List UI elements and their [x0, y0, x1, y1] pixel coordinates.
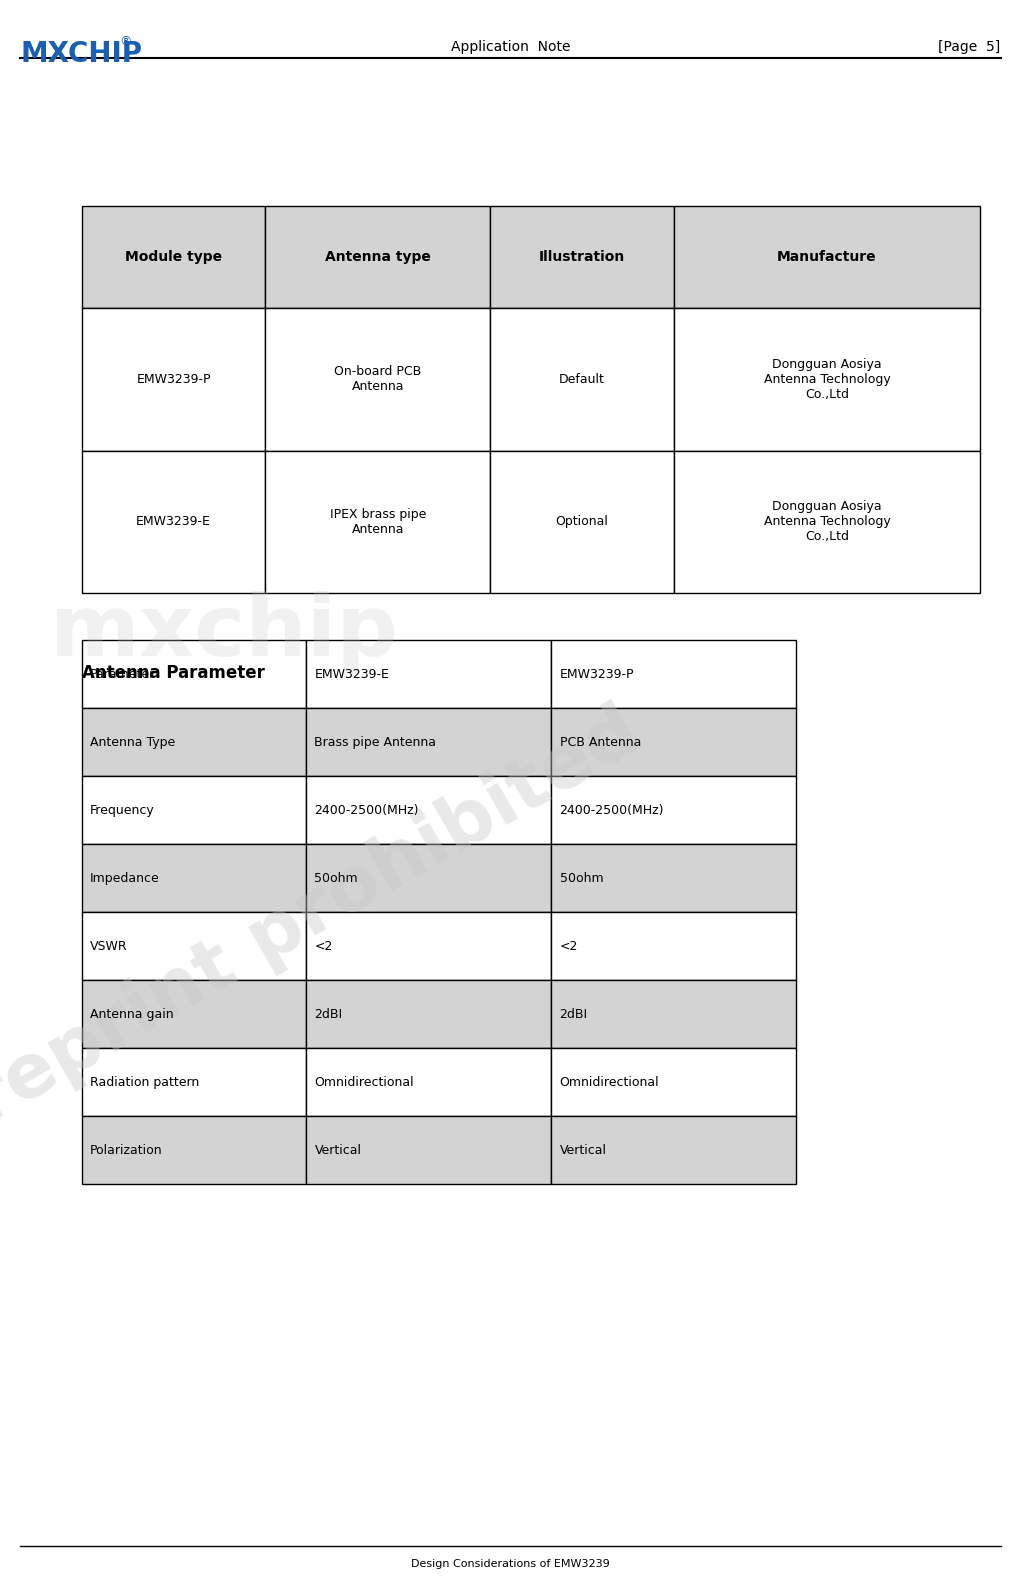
- FancyBboxPatch shape: [306, 912, 551, 980]
- FancyBboxPatch shape: [82, 308, 265, 451]
- Text: Vertical: Vertical: [560, 1143, 606, 1157]
- FancyBboxPatch shape: [306, 980, 551, 1048]
- FancyBboxPatch shape: [306, 708, 551, 776]
- Text: Antenna Parameter: Antenna Parameter: [82, 664, 264, 681]
- Text: Manufacture: Manufacture: [777, 250, 877, 264]
- Text: PCB Antenna: PCB Antenna: [560, 735, 641, 749]
- Text: Default: Default: [560, 373, 604, 386]
- FancyBboxPatch shape: [551, 1048, 796, 1116]
- FancyBboxPatch shape: [490, 451, 674, 593]
- Text: ®: ®: [119, 35, 132, 47]
- Text: IPEX brass pipe
Antenna: IPEX brass pipe Antenna: [330, 508, 426, 536]
- Text: Parameter: Parameter: [90, 667, 155, 681]
- Text: Vertical: Vertical: [314, 1143, 361, 1157]
- FancyBboxPatch shape: [306, 640, 551, 708]
- Text: Impedance: Impedance: [90, 871, 159, 885]
- FancyBboxPatch shape: [490, 206, 674, 308]
- Text: Module type: Module type: [125, 250, 223, 264]
- Text: 50ohm: 50ohm: [560, 871, 603, 885]
- Text: On-board PCB
Antenna: On-board PCB Antenna: [334, 365, 422, 394]
- Text: Antenna Type: Antenna Type: [90, 735, 175, 749]
- Text: Dongguan Aosiya
Antenna Technology
Co.,Ltd: Dongguan Aosiya Antenna Technology Co.,L…: [764, 500, 890, 544]
- Text: Antenna gain: Antenna gain: [90, 1007, 174, 1021]
- Text: EMW3239-P: EMW3239-P: [137, 373, 210, 386]
- FancyBboxPatch shape: [551, 1116, 796, 1184]
- Text: EMW3239-E: EMW3239-E: [136, 515, 211, 528]
- FancyBboxPatch shape: [82, 451, 265, 593]
- FancyBboxPatch shape: [551, 980, 796, 1048]
- FancyBboxPatch shape: [265, 451, 490, 593]
- Text: 2dBI: 2dBI: [560, 1007, 588, 1021]
- Text: EMW3239-P: EMW3239-P: [560, 667, 634, 681]
- FancyBboxPatch shape: [551, 776, 796, 844]
- FancyBboxPatch shape: [265, 308, 490, 451]
- FancyBboxPatch shape: [306, 844, 551, 912]
- Text: Design Considerations of EMW3239: Design Considerations of EMW3239: [411, 1559, 610, 1568]
- Text: 2dBI: 2dBI: [314, 1007, 343, 1021]
- FancyBboxPatch shape: [306, 776, 551, 844]
- FancyBboxPatch shape: [82, 206, 265, 308]
- Text: Radiation pattern: Radiation pattern: [90, 1075, 199, 1089]
- Text: Optional: Optional: [555, 515, 609, 528]
- FancyBboxPatch shape: [674, 451, 980, 593]
- FancyBboxPatch shape: [306, 1048, 551, 1116]
- Text: reprint prohibited: reprint prohibited: [0, 696, 653, 1138]
- FancyBboxPatch shape: [490, 308, 674, 451]
- Text: VSWR: VSWR: [90, 939, 128, 953]
- FancyBboxPatch shape: [82, 844, 306, 912]
- FancyBboxPatch shape: [674, 206, 980, 308]
- Text: 2400-2500(MHz): 2400-2500(MHz): [314, 803, 419, 817]
- Text: Omnidirectional: Omnidirectional: [314, 1075, 415, 1089]
- FancyBboxPatch shape: [265, 206, 490, 308]
- FancyBboxPatch shape: [674, 308, 980, 451]
- Text: Frequency: Frequency: [90, 803, 154, 817]
- FancyBboxPatch shape: [82, 980, 306, 1048]
- Text: Illustration: Illustration: [539, 250, 625, 264]
- FancyBboxPatch shape: [551, 640, 796, 708]
- Text: Application  Note: Application Note: [450, 40, 571, 54]
- FancyBboxPatch shape: [82, 1116, 306, 1184]
- Text: MXCHIP: MXCHIP: [20, 40, 142, 68]
- Text: Antenna type: Antenna type: [325, 250, 431, 264]
- Text: 2400-2500(MHz): 2400-2500(MHz): [560, 803, 664, 817]
- FancyBboxPatch shape: [82, 776, 306, 844]
- Text: <2: <2: [314, 939, 333, 953]
- FancyBboxPatch shape: [306, 1116, 551, 1184]
- FancyBboxPatch shape: [82, 912, 306, 980]
- Text: Omnidirectional: Omnidirectional: [560, 1075, 660, 1089]
- Text: mxchip: mxchip: [50, 591, 399, 674]
- Text: Polarization: Polarization: [90, 1143, 162, 1157]
- FancyBboxPatch shape: [551, 708, 796, 776]
- FancyBboxPatch shape: [551, 912, 796, 980]
- Text: Dongguan Aosiya
Antenna Technology
Co.,Ltd: Dongguan Aosiya Antenna Technology Co.,L…: [764, 357, 890, 402]
- Text: <2: <2: [560, 939, 578, 953]
- Text: EMW3239-E: EMW3239-E: [314, 667, 389, 681]
- FancyBboxPatch shape: [82, 1048, 306, 1116]
- Text: 50ohm: 50ohm: [314, 871, 358, 885]
- FancyBboxPatch shape: [82, 708, 306, 776]
- FancyBboxPatch shape: [551, 844, 796, 912]
- FancyBboxPatch shape: [82, 640, 306, 708]
- Text: Brass pipe Antenna: Brass pipe Antenna: [314, 735, 436, 749]
- Text: [Page  5]: [Page 5]: [938, 40, 1001, 54]
